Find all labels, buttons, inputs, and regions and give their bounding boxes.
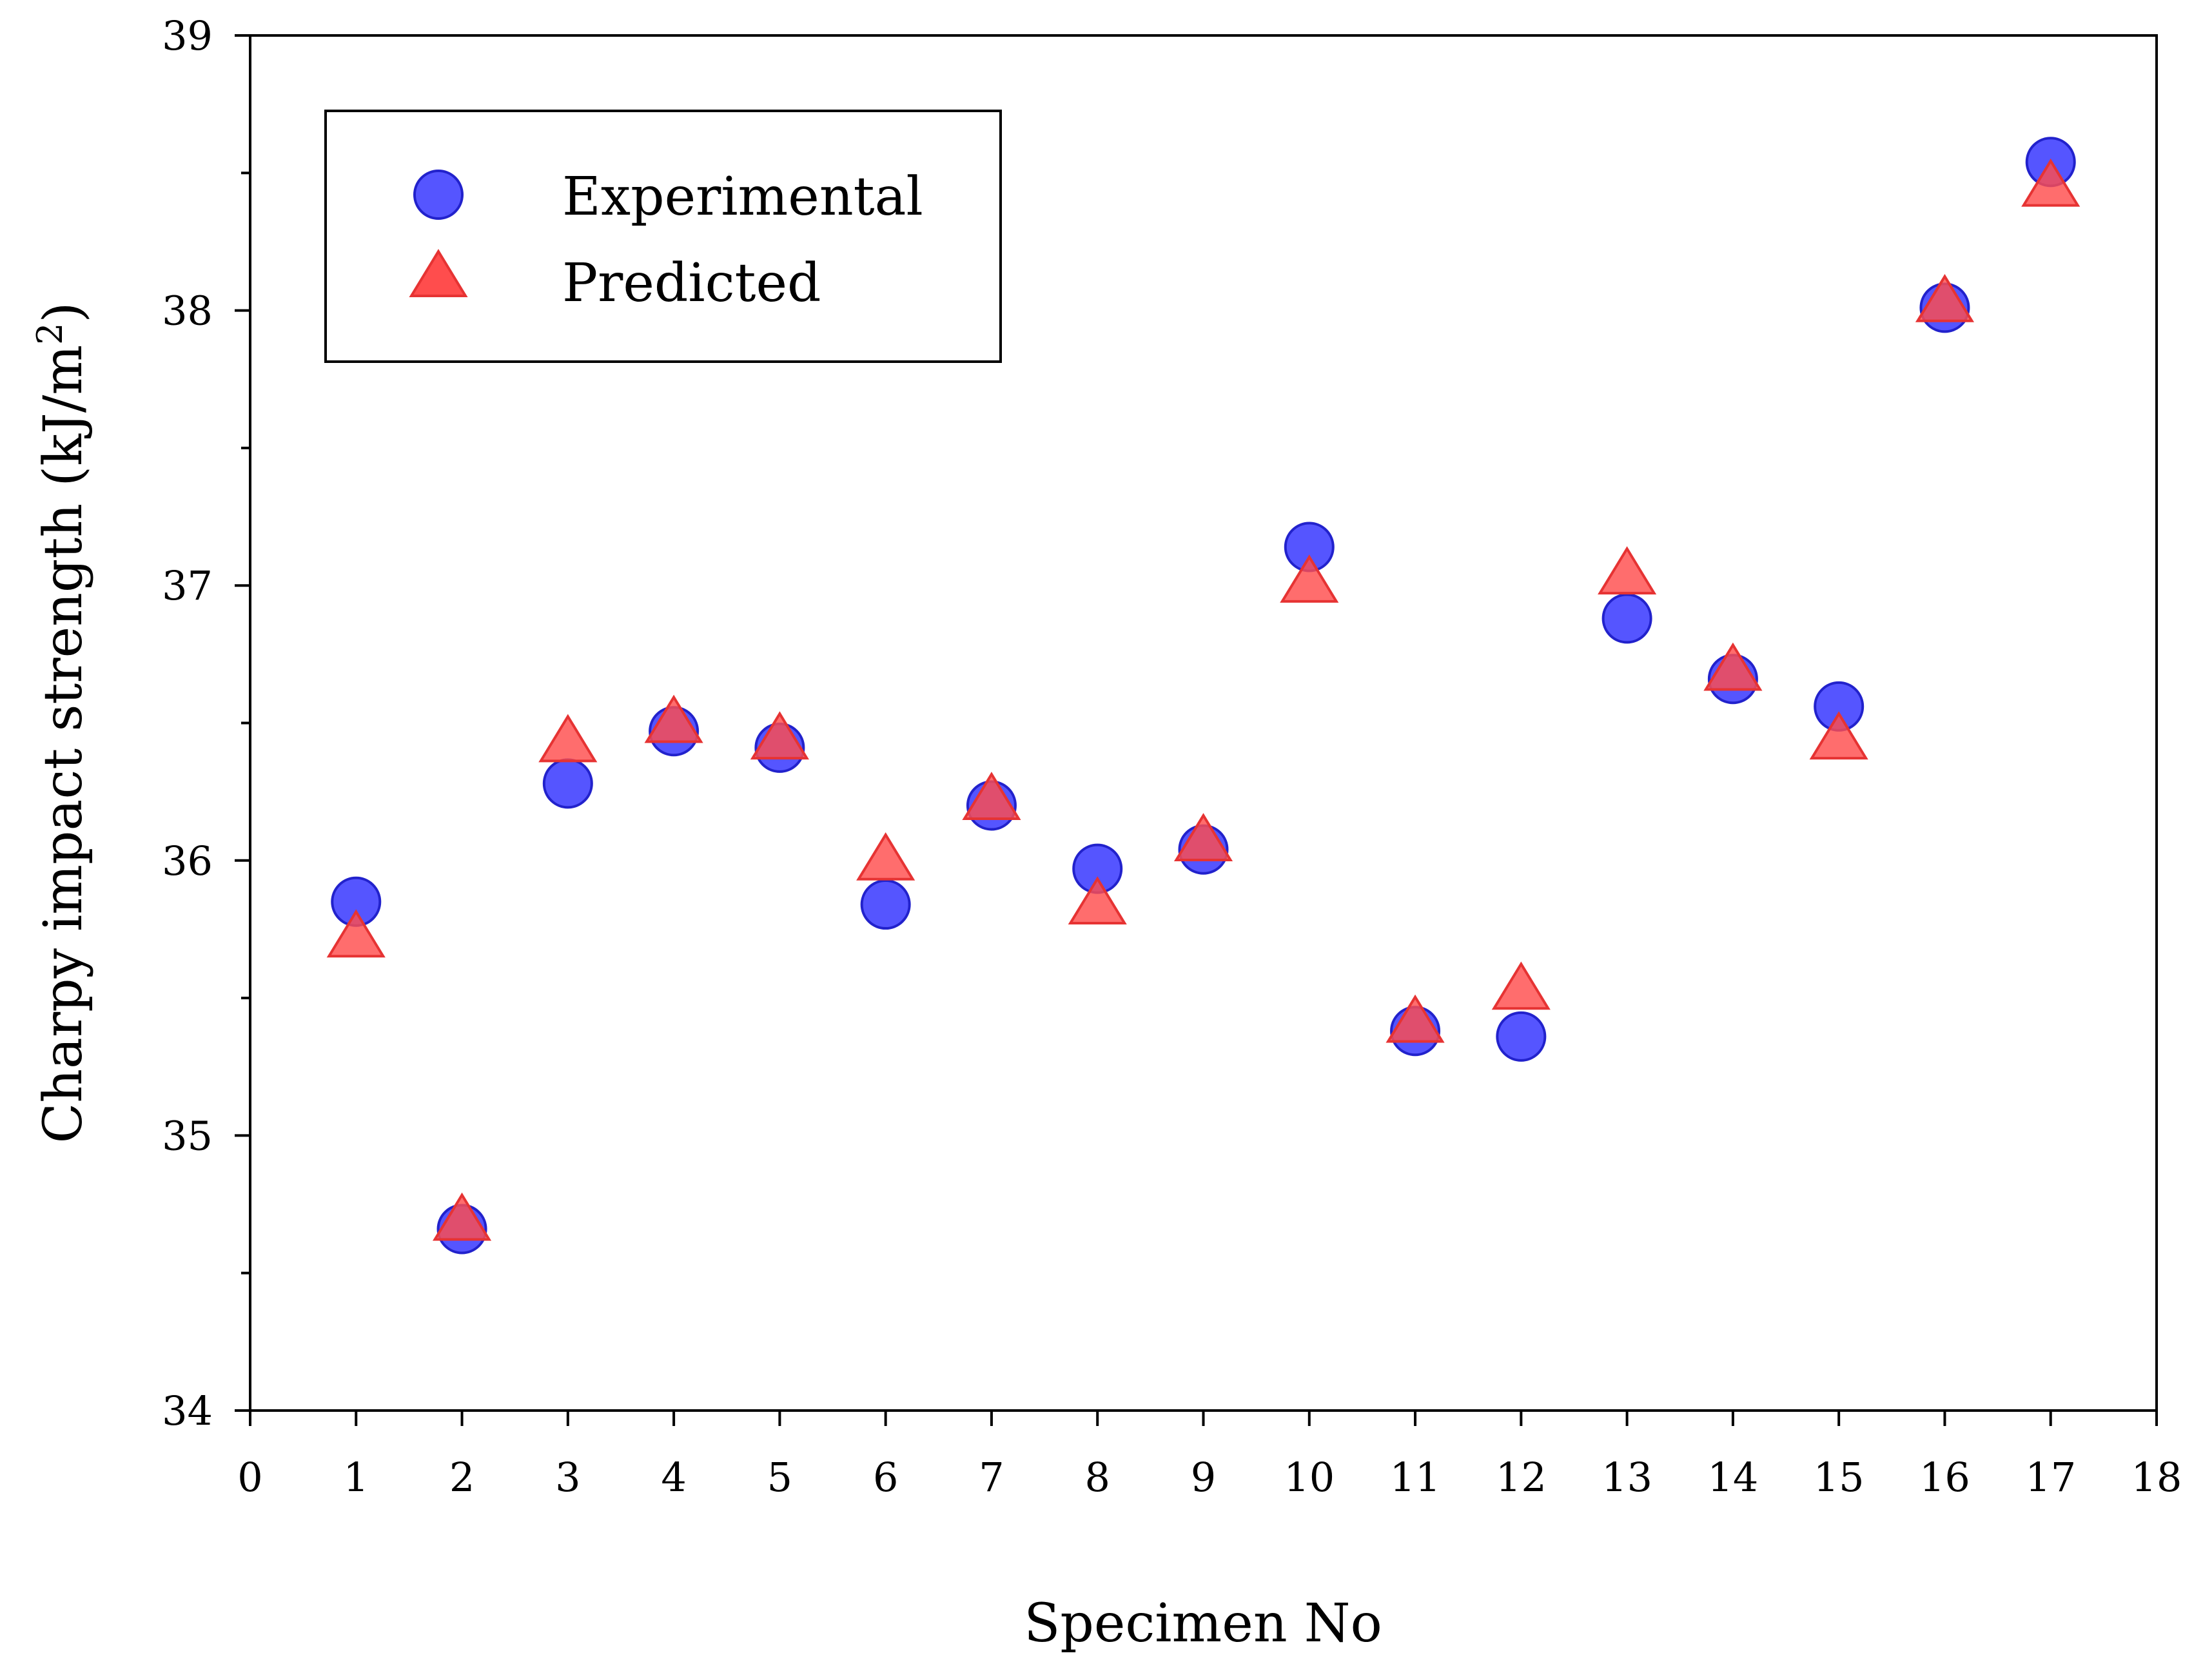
legend-experimental-marker [413, 170, 464, 220]
legend-experimental-label: Experimental [562, 166, 923, 228]
y-axis-tick-labels: 34 35 36 37 38 39 [162, 12, 213, 1434]
x-tick-label: 14 [1707, 1454, 1758, 1501]
x-tick-label: 0 [237, 1454, 262, 1501]
predicted-point [1280, 554, 1339, 603]
experimental-point [1496, 1011, 1547, 1062]
y-tick-label: 39 [162, 12, 213, 59]
legend-box [324, 110, 1002, 363]
predicted-point [962, 772, 1021, 820]
series-predicted [326, 158, 2081, 1241]
x-tick-label: 9 [1191, 1454, 1216, 1501]
predicted-point [1598, 546, 1657, 595]
x-axis-ticks [249, 1411, 2158, 1426]
x-tick-label: 5 [767, 1454, 792, 1501]
y-axis-title-superscript: 2 [30, 322, 70, 344]
experimental-point [542, 758, 593, 809]
predicted-point [644, 694, 703, 743]
x-tick-label: 6 [873, 1454, 898, 1501]
x-tick-label: 18 [2131, 1454, 2182, 1501]
predicted-point [1915, 273, 1975, 322]
x-tick-label: 8 [1084, 1454, 1110, 1501]
y-tick-label: 38 [162, 288, 213, 335]
predicted-point [750, 711, 809, 760]
x-axis-title: Specimen No [1024, 1593, 1382, 1654]
y-axis-title: Charpy impact strength (kJ/m2) [30, 302, 94, 1143]
predicted-point [326, 909, 386, 958]
y-tick-label: 34 [162, 1387, 213, 1434]
predicted-point [1068, 876, 1127, 925]
experimental-point [1601, 593, 1652, 644]
y-axis-title-main: Charpy impact strength (kJ/m [33, 345, 94, 1144]
x-tick-label: 13 [1601, 1454, 1652, 1501]
predicted-point [538, 714, 598, 763]
predicted-point [1703, 642, 1763, 691]
x-tick-label: 17 [2025, 1454, 2076, 1501]
x-tick-label: 11 [1390, 1454, 1441, 1501]
legend: Experimental Predicted [324, 110, 1002, 363]
legend-predicted-label: Predicted [562, 253, 821, 314]
predicted-point [1809, 711, 1868, 760]
y-tick-label: 36 [162, 837, 213, 884]
predicted-point [856, 832, 915, 881]
y-axis-title-close: ) [33, 302, 94, 322]
predicted-point [1385, 994, 1445, 1043]
y-tick-label: 35 [162, 1112, 213, 1159]
x-tick-label: 3 [555, 1454, 580, 1501]
x-tick-label: 4 [661, 1454, 686, 1501]
predicted-point [1491, 961, 1551, 1010]
predicted-point [432, 1192, 492, 1241]
y-axis-ticks [235, 34, 250, 1412]
x-tick-label: 1 [344, 1454, 369, 1501]
y-tick-label: 37 [162, 562, 213, 609]
predicted-point [2021, 158, 2081, 207]
x-tick-label: 10 [1284, 1454, 1335, 1501]
x-tick-label: 16 [1919, 1454, 1970, 1501]
legend-predicted-marker [409, 249, 468, 297]
experimental-point [860, 879, 911, 930]
x-tick-label: 15 [1814, 1454, 1865, 1501]
x-tick-label: 12 [1496, 1454, 1547, 1501]
x-axis-tick-labels: 0 1 2 3 4 5 6 7 8 9 10 11 12 13 14 15 16 17 18 [237, 1454, 2182, 1501]
x-tick-label: 2 [449, 1454, 475, 1501]
x-tick-label: 7 [979, 1454, 1004, 1501]
predicted-point [1173, 813, 1233, 861]
